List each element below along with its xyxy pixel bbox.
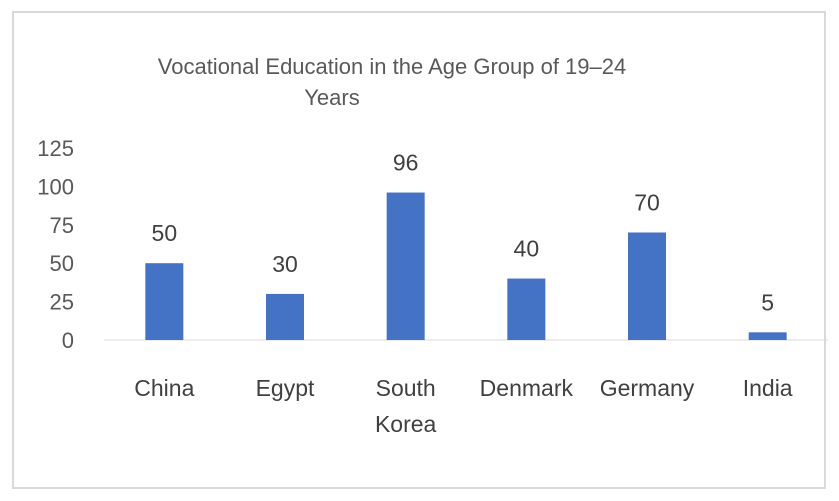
y-tick-label: 50 [50, 251, 74, 276]
chart-title-line-1: Vocational Education in the Age Group of… [158, 54, 626, 79]
category-label: South [376, 375, 436, 401]
category-label: India [743, 375, 793, 401]
bar [386, 192, 425, 340]
data-label: 30 [272, 251, 298, 277]
bar [507, 278, 546, 340]
y-tick-label: 125 [37, 136, 74, 161]
data-label: 70 [634, 189, 660, 215]
y-tick-label: 75 [50, 213, 74, 238]
bar [628, 232, 666, 340]
data-label: 50 [152, 220, 178, 246]
data-label: 96 [393, 150, 419, 176]
y-axis-ticks: 0 25 50 75 100 125 [37, 136, 74, 353]
category-labels: China Egypt South Korea Denmark Germany India [134, 375, 793, 437]
y-tick-label: 100 [37, 174, 74, 199]
category-label: Korea [375, 411, 437, 437]
y-tick-label: 25 [50, 290, 74, 315]
data-label: 40 [514, 236, 540, 262]
category-label: Egypt [256, 375, 315, 401]
category-label: Denmark [480, 375, 574, 401]
chart-title-line-2: Years [304, 85, 359, 110]
bar [266, 293, 304, 340]
bar [145, 263, 184, 340]
y-tick-label: 0 [62, 328, 74, 353]
data-label: 5 [761, 289, 774, 315]
bar [748, 332, 787, 340]
bars [145, 192, 787, 340]
category-label: China [134, 375, 194, 401]
data-labels: 50 30 96 40 70 5 [152, 150, 775, 316]
category-label: Germany [600, 375, 695, 401]
